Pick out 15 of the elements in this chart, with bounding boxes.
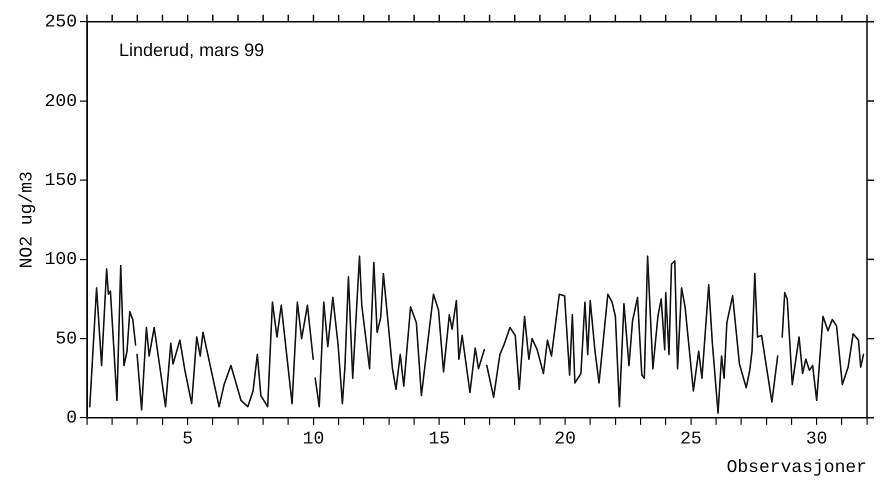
x-tick-label: 25 — [680, 429, 702, 450]
y-tick-label: 150 — [44, 170, 78, 191]
x-tick-label: 5 — [182, 429, 194, 450]
x-tick-label: 20 — [554, 429, 576, 450]
y-tick-label: 0 — [66, 408, 78, 429]
y-axis-title: NO2 ug/m3 — [18, 171, 38, 268]
y-tick-label: 250 — [44, 12, 78, 33]
x-tick-label: 30 — [806, 429, 828, 450]
y-tick-label: 200 — [44, 92, 78, 112]
x-tick-label: 10 — [302, 429, 324, 450]
y-tick-label: 100 — [44, 250, 78, 270]
y-tick-label: 50 — [55, 329, 78, 350]
text: Linderud, mars 99 — [119, 40, 264, 60]
x-tick-label: 15 — [428, 429, 450, 450]
x-axis-title: Observasjoner — [726, 458, 867, 478]
